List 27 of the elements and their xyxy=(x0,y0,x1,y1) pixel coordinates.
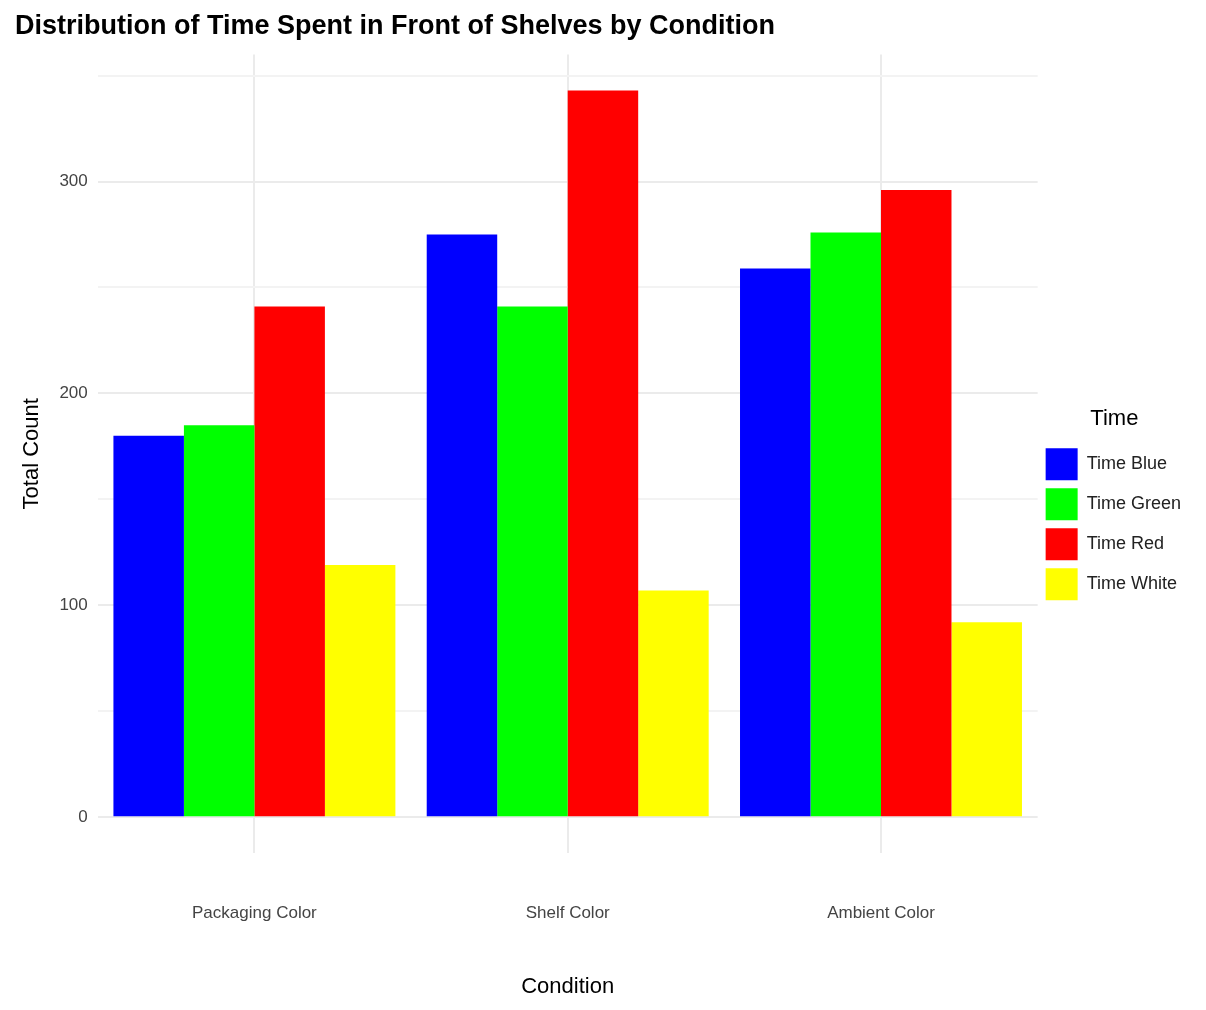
bar xyxy=(740,268,811,817)
y-tick-label: 0 xyxy=(78,806,88,826)
y-tick-label: 300 xyxy=(59,171,88,191)
legend-label: Time White xyxy=(1086,573,1177,594)
bar xyxy=(113,435,184,817)
bar xyxy=(567,90,639,817)
bar xyxy=(638,590,709,817)
legend-label: Time Green xyxy=(1086,493,1181,514)
x-axis-title: Condition xyxy=(521,972,615,998)
bar xyxy=(810,232,881,817)
legend-label: Time Blue xyxy=(1086,453,1167,474)
bar xyxy=(426,234,498,817)
legend-label: Time Red xyxy=(1086,533,1164,554)
y-tick-label: 200 xyxy=(59,383,88,403)
bar xyxy=(324,565,396,817)
bar xyxy=(880,190,952,817)
x-tick-label: Shelf Color xyxy=(525,903,611,923)
chart-title: Distribution of Time Spent in Front of Shelves by Condition xyxy=(15,9,775,40)
x-tick-label: Packaging Color xyxy=(192,903,318,923)
x-tick-label: Ambient Color xyxy=(827,903,936,923)
bar xyxy=(254,306,325,817)
bar xyxy=(183,425,255,817)
bar xyxy=(497,306,568,817)
y-tick-label: 100 xyxy=(59,594,88,614)
legend-title: Time xyxy=(1090,404,1139,430)
y-axis-title: Total Count xyxy=(18,398,44,510)
bar xyxy=(951,622,1022,817)
